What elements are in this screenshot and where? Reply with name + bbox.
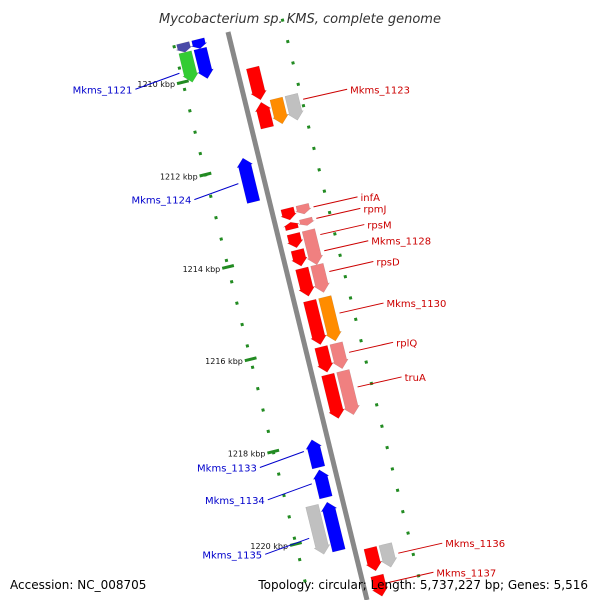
gene-arrow[interactable] <box>295 202 312 215</box>
track-layer: 1210 kbp 1212 kbp 1214 kbp 1216 kbp 1218 kbp… <box>137 18 423 600</box>
gene-label[interactable]: Mkms_1137 <box>436 568 496 579</box>
axis-tick-label: 1212 kbp <box>160 172 198 181</box>
gene-label[interactable]: Mkms_1123 <box>350 85 410 96</box>
gene-arrow[interactable] <box>280 206 298 221</box>
gene-arrow[interactable] <box>321 372 345 419</box>
gene-arrow[interactable] <box>310 262 331 293</box>
gene-arrow[interactable] <box>245 65 267 101</box>
axis-tick-label: 1214 kbp <box>183 265 221 274</box>
axis-tick <box>244 356 257 363</box>
label-leader-line <box>349 341 394 353</box>
gene-label[interactable]: Mkms_1134 <box>205 496 265 507</box>
feature-layer <box>176 37 398 597</box>
gene-arrow[interactable] <box>363 545 383 572</box>
map-title: Mycobacterium sp. KMS, complete genome <box>159 12 441 27</box>
label-leader-line <box>316 207 361 219</box>
gene-label[interactable]: rpmJ <box>363 204 386 215</box>
gene-arrow[interactable] <box>370 573 389 597</box>
gene-arrow[interactable] <box>298 216 315 226</box>
gene-label[interactable]: truA <box>405 373 426 384</box>
gene-arrow[interactable] <box>290 248 308 267</box>
axis-tick <box>221 264 235 270</box>
axis-tick-label: 1218 kbp <box>228 450 266 459</box>
label-leader-line <box>357 376 402 388</box>
gene-arrow[interactable] <box>286 231 304 249</box>
gene-label[interactable]: Mkms_1128 <box>371 237 431 248</box>
axis-tick <box>199 171 212 178</box>
left-track-guide <box>172 44 312 600</box>
genome-backbone <box>225 31 370 600</box>
label-leader-line <box>303 88 348 100</box>
label-leader-line <box>389 571 434 583</box>
axis-tick <box>267 448 280 455</box>
label-leader-line <box>324 240 369 252</box>
gene-arrow[interactable] <box>193 46 214 79</box>
gene-arrow[interactable] <box>336 369 361 416</box>
label-layer: Mkms_1121 Mkms_1124 Mkms_1133 Mkms_1134 Mkms… <box>73 72 505 583</box>
axis-tick-label: 1216 kbp <box>205 357 243 366</box>
gene-arrow[interactable] <box>284 92 304 121</box>
gene-arrow[interactable] <box>295 266 316 297</box>
gene-arrow[interactable] <box>178 50 199 83</box>
gene-arrow[interactable] <box>254 101 275 130</box>
axis-tick-label: 1220 kbp <box>250 542 288 551</box>
gene-arrow[interactable] <box>312 469 333 500</box>
label-leader-line <box>135 72 180 90</box>
gene-arrow[interactable] <box>190 37 208 49</box>
gene-label[interactable]: rpsD <box>376 258 400 269</box>
gene-arrow[interactable] <box>378 542 398 568</box>
gene-arrow[interactable] <box>329 341 349 370</box>
gene-arrow[interactable] <box>269 96 289 125</box>
gene-arrow[interactable] <box>303 298 327 345</box>
gene-label[interactable]: infA <box>361 193 381 204</box>
gene-label[interactable]: rplQ <box>396 338 417 349</box>
axis-tick-label: 1210 kbp <box>137 80 175 89</box>
label-leader-line <box>265 537 310 555</box>
gene-label[interactable]: Mkms_1133 <box>197 463 257 474</box>
label-leader-line <box>267 483 312 501</box>
gene-arrow[interactable] <box>314 345 334 373</box>
gene-arrow[interactable] <box>305 439 326 470</box>
axis-tick <box>176 79 190 86</box>
gene-arrow[interactable] <box>176 41 192 53</box>
label-leader-line <box>194 183 239 201</box>
label-leader-line <box>320 224 365 236</box>
label-leader-line <box>313 196 358 208</box>
gene-arrow[interactable] <box>236 157 261 204</box>
label-leader-line <box>398 542 443 554</box>
gene-label[interactable]: Mkms_1135 <box>202 550 262 561</box>
label-leader-line <box>329 261 374 272</box>
gene-label[interactable]: rpsM <box>367 221 391 232</box>
gene-label[interactable]: Mkms_1136 <box>445 539 505 550</box>
gene-arrow[interactable] <box>318 295 342 342</box>
gene-label[interactable]: Mkms_1124 <box>132 196 192 207</box>
gene-label[interactable]: Mkms_1130 <box>387 299 447 310</box>
gene-arrow[interactable] <box>283 222 300 232</box>
accession-text: Accession: NC_008705 <box>10 578 147 592</box>
genome-summary-text: Topology: circular; Length: 5,737,227 bp… <box>258 578 588 592</box>
gene-arrow[interactable] <box>301 228 324 266</box>
label-leader-line <box>339 302 384 314</box>
label-leader-line <box>259 451 305 468</box>
gene-arrow[interactable] <box>305 503 331 555</box>
gene-label[interactable]: Mkms_1121 <box>73 85 133 96</box>
gene-arrow[interactable] <box>320 501 346 553</box>
